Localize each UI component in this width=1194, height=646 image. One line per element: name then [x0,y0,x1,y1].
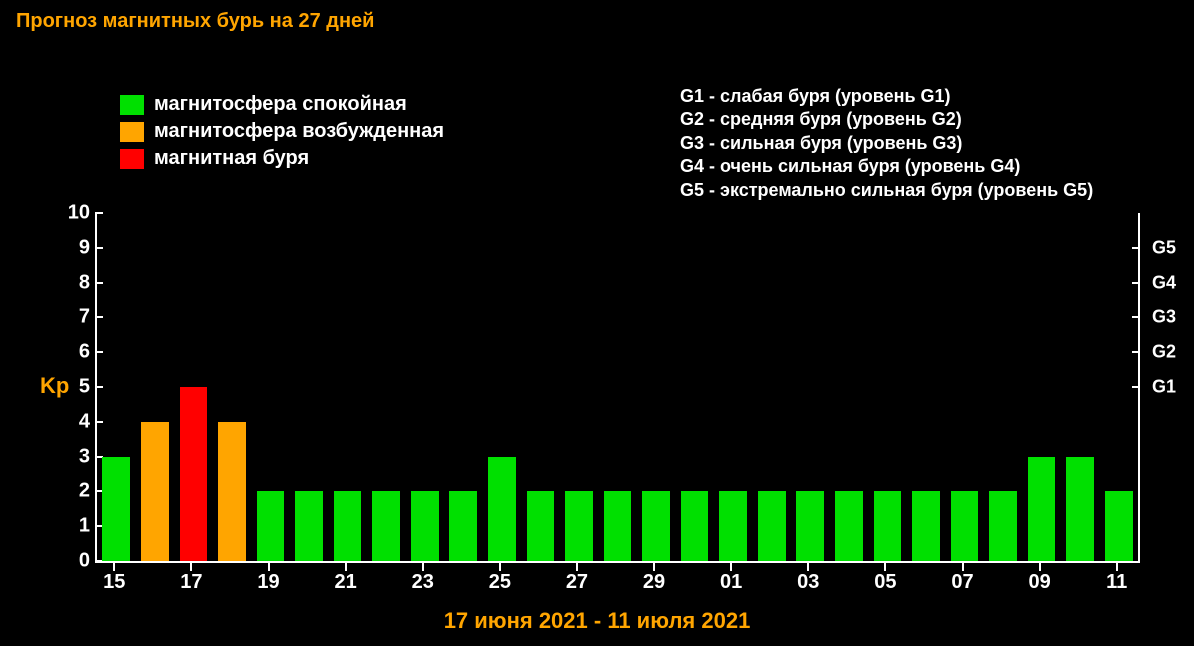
x-tick-label: 29 [643,571,665,594]
x-tick-mark [422,563,424,571]
chart-container: магнитосфера спокойная магнитосфера возбу… [0,33,1194,643]
bar [719,491,747,561]
x-tick-mark [1039,563,1041,571]
bar [1028,457,1056,561]
legend-item: магнитная буря [120,147,444,170]
right-tick-label: G2 [1152,342,1176,363]
y-tick-label: 10 [60,202,90,225]
y-tick-label: 0 [60,550,90,573]
bar [604,491,632,561]
bar [874,491,902,561]
chart-plot-area [95,213,1140,563]
y-tick-label: 6 [60,341,90,364]
x-tick-mark [576,563,578,571]
y-tick-label: 8 [60,271,90,294]
x-tick-mark [962,563,964,571]
x-tick-mark [499,563,501,571]
bar [141,422,169,561]
x-tick-mark [268,563,270,571]
x-tick-label: 07 [951,571,973,594]
x-tick-mark [345,563,347,571]
y-tick-label: 7 [60,306,90,329]
x-tick-label: 17 [180,571,202,594]
x-tick-label: 19 [257,571,279,594]
x-tick-label: 05 [874,571,896,594]
g-scale-item: G3 - сильная буря (уровень G3) [680,132,1093,155]
g-scale-item: G1 - слабая буря (уровень G1) [680,85,1093,108]
g-scale-item: G2 - средняя буря (уровень G2) [680,108,1093,131]
x-tick-mark [1116,563,1118,571]
bar [295,491,323,561]
bar [1066,457,1094,561]
x-tick-label: 03 [797,571,819,594]
x-tick-label: 21 [334,571,356,594]
legend-swatch [120,149,144,169]
bar [951,491,979,561]
x-tick-label: 11 [1106,571,1127,594]
y-tick-label: 4 [60,410,90,433]
right-tick-label: G5 [1152,237,1176,258]
legend-right: G1 - слабая буря (уровень G1)G2 - средня… [680,85,1093,202]
y-tick-label: 3 [60,445,90,468]
y-tick-label: 2 [60,480,90,503]
legend-swatch [120,122,144,142]
legend-item: магнитосфера спокойная [120,93,444,116]
x-tick-mark [113,563,115,571]
right-tick-label: G4 [1152,272,1176,293]
x-tick-label: 01 [720,571,742,594]
x-tick-label: 25 [489,571,511,594]
g-scale-item: G4 - очень сильная буря (уровень G4) [680,155,1093,178]
right-tick-label: G3 [1152,307,1176,328]
bar [912,491,940,561]
x-tick-label: 09 [1028,571,1050,594]
bar [257,491,285,561]
legend-label: магнитная буря [154,147,309,170]
legend-item: магнитосфера возбужденная [120,120,444,143]
legend-swatch [120,95,144,115]
bar [681,491,709,561]
bar [989,491,1017,561]
bar [411,491,439,561]
bar [372,491,400,561]
x-tick-mark [190,563,192,571]
bar [488,457,516,561]
x-tick-mark [730,563,732,571]
bar [180,387,208,561]
legend-left: магнитосфера спокойная магнитосфера возбу… [120,93,444,174]
x-tick-label: 15 [103,571,125,594]
right-tick-label: G1 [1152,377,1176,398]
x-tick-mark [807,563,809,571]
x-tick-mark [653,563,655,571]
bar [102,457,130,561]
x-tick-label: 23 [412,571,434,594]
legend-label: магнитосфера возбужденная [154,120,444,143]
date-range-label: 17 июня 2021 - 11 июля 2021 [0,608,1194,634]
y-tick-label: 1 [60,515,90,538]
g-scale-item: G5 - экстремально сильная буря (уровень … [680,179,1093,202]
bar [796,491,824,561]
bar [527,491,555,561]
bar [1105,491,1133,561]
x-tick-mark [884,563,886,571]
bar [835,491,863,561]
x-tick-label: 27 [566,571,588,594]
bar [218,422,246,561]
bar [642,491,670,561]
bar [449,491,477,561]
y-tick-label: 9 [60,236,90,259]
y-tick-label: 5 [60,376,90,399]
bar [758,491,786,561]
bar [565,491,593,561]
page-title: Прогноз магнитных бурь на 27 дней [0,0,1194,33]
legend-label: магнитосфера спокойная [154,93,407,116]
bar [334,491,362,561]
